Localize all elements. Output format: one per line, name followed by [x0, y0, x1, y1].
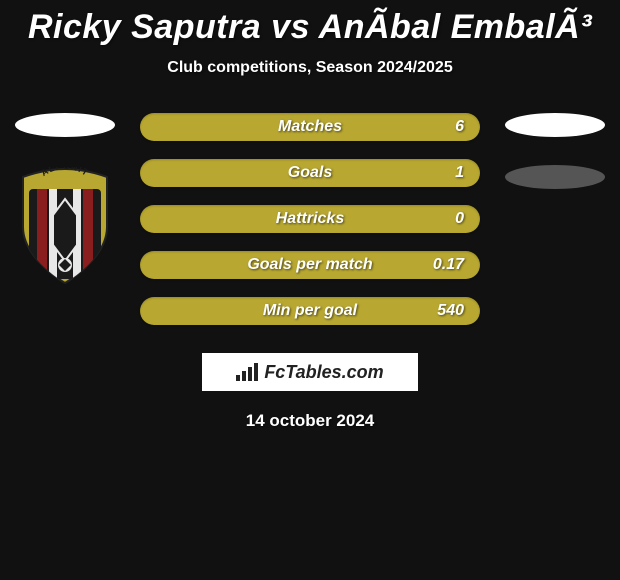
stat-bars: Matches 6 Goals 1 Hattricks 0 Goals per … — [140, 113, 480, 325]
player-right-ellipse-top-icon — [505, 113, 605, 137]
stats-area: ALI UNIT Matches 6 Goals 1 Hattricks 0 G… — [0, 113, 620, 325]
player-left-ellipse-icon — [15, 113, 115, 137]
stat-bar-hattricks: Hattricks 0 — [140, 205, 480, 233]
stat-label: Goals — [288, 164, 332, 182]
club-badge-icon: ALI UNIT — [15, 167, 115, 287]
left-player-column: ALI UNIT — [10, 113, 120, 287]
stat-bar-matches: Matches 6 — [140, 113, 480, 141]
stat-value: 0.17 — [433, 256, 464, 274]
stat-value: 1 — [455, 164, 464, 182]
page-container: Ricky Saputra vs AnÃ­bal EmbalÃ³ Club co… — [0, 0, 620, 431]
page-title: Ricky Saputra vs AnÃ­bal EmbalÃ³ — [0, 8, 620, 47]
stat-label: Goals per match — [247, 256, 372, 274]
footer-date: 14 october 2024 — [0, 411, 620, 431]
stat-label: Matches — [278, 118, 342, 136]
stat-bar-min-per-goal: Min per goal 540 — [140, 297, 480, 325]
brand-logo[interactable]: FcTables.com — [202, 353, 418, 391]
right-player-column — [500, 113, 610, 189]
stat-bar-goals-per-match: Goals per match 0.17 — [140, 251, 480, 279]
player-right-ellipse-bottom-icon — [505, 165, 605, 189]
stat-value: 6 — [455, 118, 464, 136]
stat-bar-goals: Goals 1 — [140, 159, 480, 187]
page-subtitle: Club competitions, Season 2024/2025 — [0, 59, 620, 77]
brand-text: FcTables.com — [264, 362, 383, 383]
chart-bars-icon — [236, 363, 258, 381]
stat-label: Hattricks — [276, 210, 344, 228]
stat-value: 0 — [455, 210, 464, 228]
stat-value: 540 — [437, 302, 464, 320]
stat-label: Min per goal — [263, 302, 357, 320]
